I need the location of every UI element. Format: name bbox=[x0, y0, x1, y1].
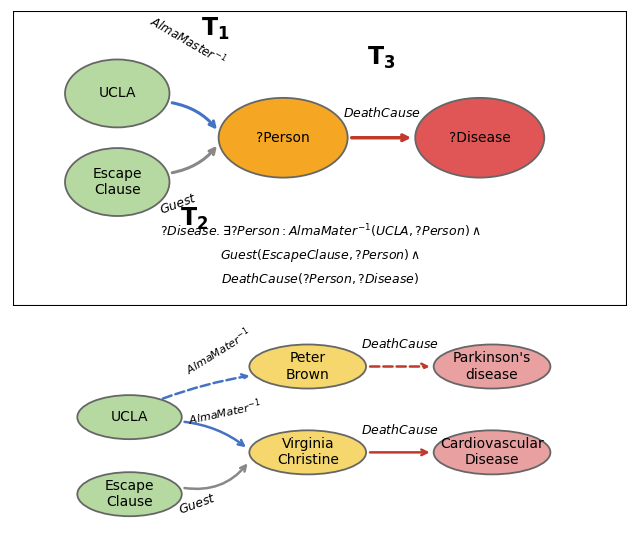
Text: $Guest$: $Guest$ bbox=[158, 191, 199, 216]
Text: UCLA: UCLA bbox=[99, 86, 136, 100]
Text: ?Person: ?Person bbox=[256, 130, 310, 145]
Ellipse shape bbox=[77, 395, 182, 439]
Text: ?Disease: ?Disease bbox=[449, 130, 511, 145]
Ellipse shape bbox=[434, 430, 550, 474]
Text: Cardiovascular
Disease: Cardiovascular Disease bbox=[440, 437, 544, 468]
Text: $\mathbf{T_2}$: $\mathbf{T_2}$ bbox=[180, 206, 208, 232]
Text: Escape
Clause: Escape Clause bbox=[105, 479, 154, 509]
Text: $AlmaMater^{-1}$: $AlmaMater^{-1}$ bbox=[182, 324, 255, 378]
Text: $\mathbf{T_1}$: $\mathbf{T_1}$ bbox=[201, 16, 230, 41]
Text: Virginia
Christine: Virginia Christine bbox=[276, 437, 339, 468]
Ellipse shape bbox=[219, 98, 348, 178]
Text: Peter
Brown: Peter Brown bbox=[286, 351, 330, 382]
Text: $Guest$: $Guest$ bbox=[177, 491, 218, 517]
Ellipse shape bbox=[250, 345, 366, 389]
Ellipse shape bbox=[65, 148, 170, 216]
Ellipse shape bbox=[434, 345, 550, 389]
Text: $AlmaMater^{-1}$: $AlmaMater^{-1}$ bbox=[187, 396, 263, 428]
Text: $DeathCause$: $DeathCause$ bbox=[361, 337, 439, 351]
Text: Parkinson's
disease: Parkinson's disease bbox=[453, 351, 531, 382]
Text: $DeathCause$: $DeathCause$ bbox=[361, 423, 439, 437]
FancyBboxPatch shape bbox=[13, 11, 627, 306]
Ellipse shape bbox=[250, 430, 366, 474]
Text: $\mathbf{T_3}$: $\mathbf{T_3}$ bbox=[367, 45, 396, 71]
Text: $AlmaMaster^{-1}$: $AlmaMaster^{-1}$ bbox=[147, 13, 228, 70]
Ellipse shape bbox=[65, 60, 170, 127]
Text: $?Disease.\exists?Person : AlmaMater^{-1}(UCLA,?Person)\wedge$
$Guest(EscapeClau: $?Disease.\exists?Person : AlmaMater^{-1… bbox=[159, 222, 481, 286]
Text: $DeathCause$: $DeathCause$ bbox=[342, 106, 420, 120]
Text: UCLA: UCLA bbox=[111, 410, 148, 424]
Ellipse shape bbox=[77, 472, 182, 516]
Text: Escape
Clause: Escape Clause bbox=[93, 167, 142, 197]
Ellipse shape bbox=[415, 98, 544, 178]
